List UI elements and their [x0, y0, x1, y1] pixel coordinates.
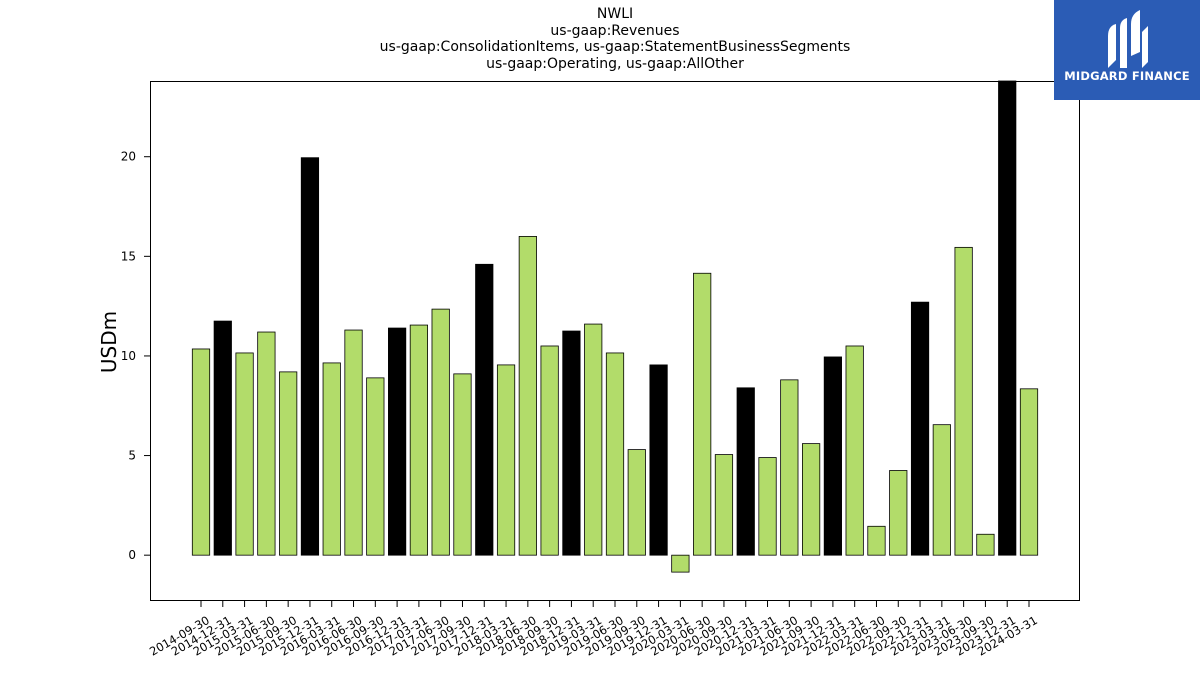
title-line-ticker: NWLI — [596, 6, 634, 22]
y-axis-label: USDm — [97, 311, 121, 373]
bar-2019-09-30 — [627, 449, 646, 556]
bar-2021-06-30 — [780, 379, 799, 556]
logo-mark-icon — [1108, 10, 1148, 68]
bar-2014-09-30 — [191, 348, 211, 556]
y-tick-label: 0 — [128, 548, 136, 562]
bar-2016-12-31 — [388, 327, 407, 556]
bar-2023-09-30 — [976, 533, 995, 556]
bar-2016-09-30 — [366, 377, 385, 556]
logo-text: MIDGARD FINANCE — [1064, 69, 1190, 83]
bar-2022-03-31 — [845, 345, 864, 556]
bar-2019-12-31 — [649, 364, 668, 556]
bar-2018-09-30 — [540, 345, 559, 556]
bar-2023-12-31 — [998, 80, 1017, 556]
bar-2019-03-31 — [584, 323, 603, 556]
bar-2017-06-30 — [431, 308, 450, 556]
bar-2017-12-31 — [475, 263, 494, 556]
title-line-members: us-gaap:Operating, us-gaap:AllOther — [486, 55, 744, 72]
bars-group — [191, 80, 1039, 573]
y-tick-label: 5 — [128, 449, 136, 463]
bar-2019-06-30 — [605, 352, 625, 556]
bar-2022-09-30 — [889, 470, 908, 556]
bar-2020-06-30 — [693, 272, 712, 556]
bar-2021-09-30 — [802, 443, 821, 556]
bar-2015-09-30 — [279, 371, 298, 556]
plot-frame — [150, 81, 1080, 601]
bar-2020-09-30 — [714, 454, 734, 556]
y-tick-label: 10 — [121, 349, 136, 363]
bar-2021-12-31 — [823, 356, 842, 556]
midgard-finance-logo: MIDGARD FINANCE — [1054, 0, 1200, 100]
bar-2015-06-30 — [257, 331, 276, 556]
chart-title: NWLI us-gaap:Revenues us-gaap:Consolidat… — [150, 6, 1080, 72]
x-axis-ticks: 2014-09-302014-12-312015-03-312015-06-30… — [147, 601, 1040, 659]
bar-2021-03-31 — [758, 457, 777, 556]
bar-2018-03-31 — [496, 364, 516, 556]
bar-2017-09-30 — [453, 373, 472, 556]
bar-2015-03-31 — [235, 352, 254, 556]
bar-2016-03-31 — [322, 362, 341, 556]
bar-2016-06-30 — [344, 329, 363, 556]
bar-2020-12-31 — [736, 387, 755, 556]
bar-2024-03-31 — [1019, 388, 1039, 556]
bar-2022-12-31 — [910, 301, 930, 556]
title-line-concept: us-gaap:Revenues — [550, 22, 680, 39]
bar-2022-06-30 — [867, 525, 886, 556]
bar-2018-06-30 — [518, 235, 537, 556]
y-tick-label: 15 — [121, 249, 136, 263]
y-axis-ticks: 0 5 10 15 20 — [121, 150, 150, 562]
bar-2015-12-31 — [300, 157, 320, 556]
bar-2023-03-31 — [932, 424, 951, 556]
bar-2017-03-31 — [409, 324, 428, 556]
bar-2014-12-31 — [213, 320, 232, 556]
title-line-axes: us-gaap:ConsolidationItems, us-gaap:Stat… — [379, 39, 851, 55]
y-tick-label: 20 — [121, 150, 136, 164]
bar-2018-12-31 — [562, 330, 581, 556]
bar-2023-06-30 — [954, 246, 973, 556]
bar-2020-03-31 — [671, 554, 690, 573]
